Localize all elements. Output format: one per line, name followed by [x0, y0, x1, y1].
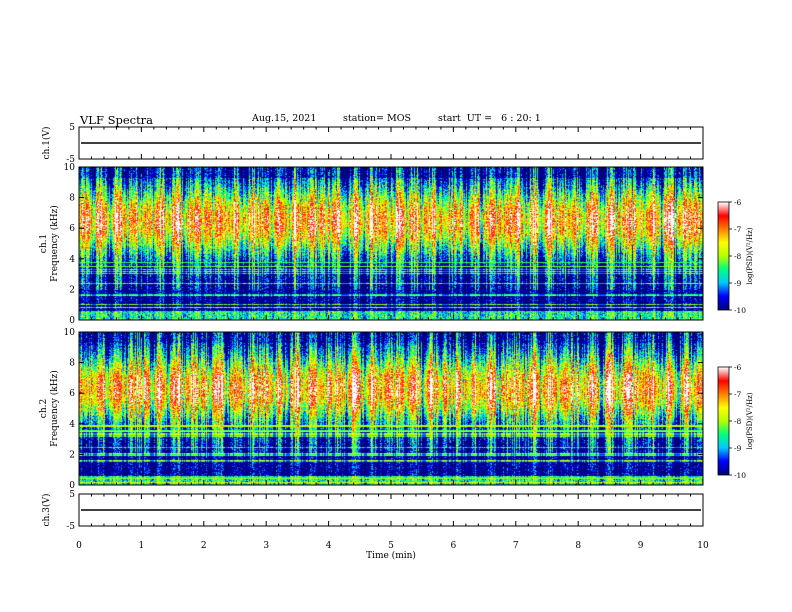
y-axis-label-ch1-waveform: ch.1(V) — [41, 127, 52, 160]
y-tick-label-ch2-spectrogram: 4 — [69, 420, 75, 430]
y-tick-label-ch1-spectrogram: 10 — [64, 163, 76, 173]
y-tick-label-ch1-spectrogram: 0 — [69, 316, 75, 326]
ch2-spectrogram-image — [79, 332, 703, 485]
colorbar-tick-label-ch1-spectrogram: -7 — [734, 225, 742, 234]
colorbar-tick-label-ch2-spectrogram: -10 — [734, 471, 746, 480]
colorbar-tick-label-ch2-spectrogram: -6 — [734, 363, 742, 372]
y-tick-label-ch3-waveform: -5 — [66, 522, 75, 532]
y-tick-label-ch2-spectrogram: 8 — [69, 359, 75, 369]
y-tick-label-ch1-spectrogram: 8 — [69, 194, 75, 204]
y-axis-label2-ch1-spectrogram: Frequency (kHz) — [49, 205, 60, 282]
x-tick-label: 1 — [139, 541, 145, 551]
y-axis-label2-ch2-spectrogram: Frequency (kHz) — [49, 370, 60, 447]
colorbar-frame-ch1-spectrogram — [717, 201, 730, 311]
y-axis-label-ch1-spectrogram: ch.1 — [39, 234, 49, 253]
y-tick-label-ch2-spectrogram: 0 — [69, 481, 75, 491]
x-tick-label: 5 — [388, 541, 394, 551]
y-tick-label-ch3-waveform: 5 — [69, 490, 75, 500]
date-label: Aug.15, 2021 — [252, 113, 317, 124]
colorbar-tick-label-ch2-spectrogram: -8 — [734, 417, 742, 426]
x-axis-label: Time (min) — [366, 550, 416, 561]
y-tick-label-ch1-waveform: -5 — [66, 155, 75, 165]
colorbar-tick-label-ch2-spectrogram: -9 — [734, 444, 742, 453]
y-tick-label-ch2-spectrogram: 2 — [69, 450, 75, 460]
panel-frame-ch2-spectrogram — [78, 331, 704, 486]
x-tick-label: 2 — [201, 541, 207, 551]
y-axis-label-ch2-spectrogram: ch.2 — [39, 399, 49, 418]
x-tick-label: 4 — [326, 541, 332, 551]
x-tick-label: 3 — [263, 541, 269, 551]
x-tick-label: 7 — [513, 541, 519, 551]
y-tick-label-ch1-spectrogram: 4 — [69, 255, 75, 265]
colorbar-tick-label-ch1-spectrogram: -8 — [734, 252, 742, 261]
y-tick-label-ch2-spectrogram: 6 — [69, 389, 75, 399]
colorbar-tick-label-ch1-spectrogram: -9 — [734, 279, 742, 288]
y-axis-label-ch3-waveform: ch.3(V) — [41, 494, 52, 527]
x-tick-label: 8 — [575, 541, 581, 551]
colorbar-label-ch1-spectrogram: log(PSD)(V²/Hz) — [746, 227, 754, 284]
x-tick-label: 0 — [76, 541, 82, 551]
y-tick-label-ch1-spectrogram: 2 — [69, 285, 75, 295]
ch2-colorbar-image — [718, 367, 729, 475]
x-tick-label: 9 — [638, 541, 644, 551]
start-time-label: start UT = 6 : 20: 1 — [438, 113, 541, 124]
colorbar-tick-label-ch2-spectrogram: -7 — [734, 390, 742, 399]
colorbar-tick-label-ch1-spectrogram: -6 — [734, 198, 742, 207]
x-tick-label: 10 — [697, 541, 709, 551]
x-tick-label: 6 — [451, 541, 457, 551]
y-tick-label-ch1-waveform: 5 — [69, 123, 75, 133]
ch1-spectrogram-image — [79, 167, 703, 320]
panel-frame-ch1-spectrogram — [78, 166, 704, 321]
colorbar-tick-label-ch1-spectrogram: -10 — [734, 306, 746, 315]
y-tick-label-ch1-spectrogram: 6 — [69, 224, 75, 234]
colorbar-frame-ch2-spectrogram — [717, 366, 730, 476]
figure-title: VLF Spectra — [80, 113, 154, 127]
station-label: station= MOS — [343, 113, 412, 124]
y-tick-label-ch2-spectrogram: 10 — [64, 328, 76, 338]
colorbar-label-ch2-spectrogram: log(PSD)(V²/Hz) — [746, 392, 754, 449]
ch1-colorbar-image — [718, 202, 729, 310]
